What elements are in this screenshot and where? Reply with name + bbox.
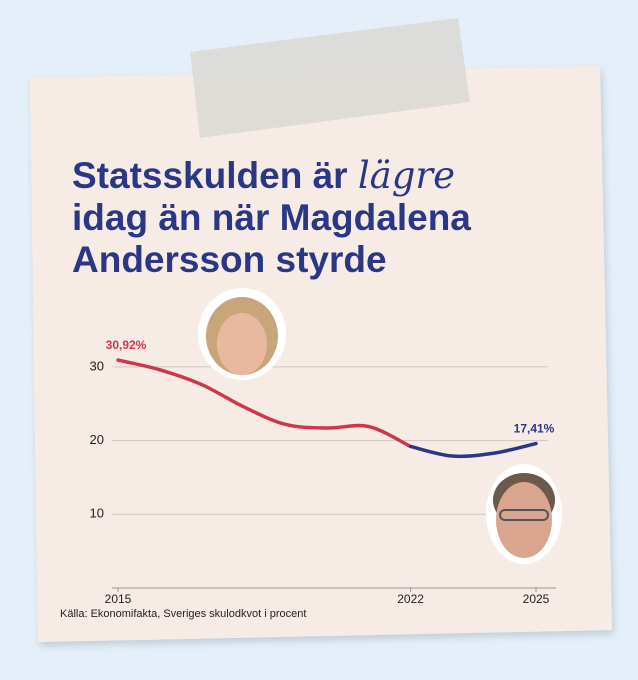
title-line: Andersson styrde <box>72 239 387 280</box>
value-label: 17,41% <box>514 422 555 436</box>
title-part: Statsskulden är <box>72 155 348 196</box>
tape <box>190 18 470 138</box>
x-tick-label: 2015 <box>105 592 132 606</box>
y-tick-label: 10 <box>90 506 104 521</box>
title-line: Statsskulden är lägre <box>72 154 455 197</box>
note-card <box>30 66 612 642</box>
series-line <box>116 358 413 449</box>
value-label: 30,92% <box>106 338 147 352</box>
x-tick-label: 2022 <box>397 592 424 606</box>
y-tick-label: 30 <box>90 358 104 373</box>
y-tick-label: 20 <box>90 432 104 447</box>
title-emphasis: lägre <box>358 154 455 197</box>
chart-title: Statsskulden är lägre idag än när Magdal… <box>72 154 471 280</box>
title-line: idag än när Magdalena <box>72 197 471 238</box>
plot: 10 20 30 2015 2022 2025 30,92% 17,41% <box>90 338 556 606</box>
source-note: Källa: Ekonomifakta, Sveriges skulodkvot… <box>60 608 306 620</box>
series-line <box>408 441 538 459</box>
portrait <box>198 288 286 380</box>
x-tick-label: 2025 <box>523 592 550 606</box>
portrait <box>486 464 562 564</box>
